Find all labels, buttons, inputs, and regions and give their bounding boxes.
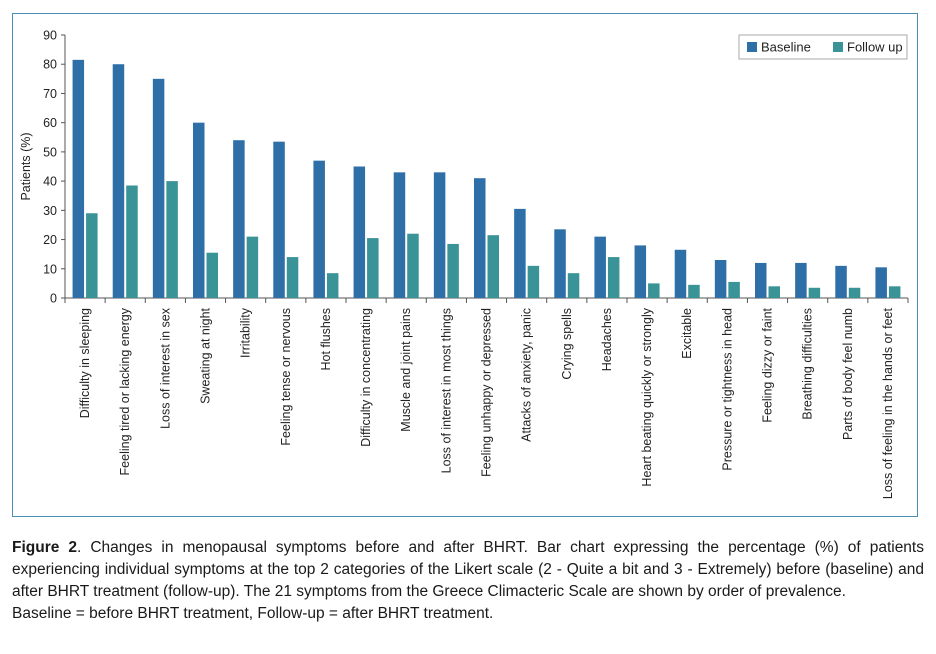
y-tick-label: 20	[43, 233, 57, 247]
follow-up-bar	[607, 257, 620, 298]
x-category-label: Hot flushes	[319, 308, 333, 371]
follow-up-bar	[126, 185, 138, 298]
y-tick-label: 0	[50, 292, 57, 306]
y-tick-label: 90	[43, 29, 57, 43]
y-tick-label: 70	[43, 87, 57, 101]
figure-caption: Figure 2. Changes in menopausal symptoms…	[12, 537, 924, 625]
follow-up-bar	[326, 273, 339, 298]
baseline-bar	[152, 78, 165, 298]
x-category-label: Feeling unhappy or depressed	[480, 308, 494, 477]
caption-text: . Changes in menopausal symptoms before …	[12, 539, 924, 600]
x-category-label: Headaches	[600, 308, 614, 371]
x-category-label: Difficulty in concentrating	[359, 308, 373, 447]
baseline-bar	[433, 172, 446, 298]
y-axis-title: Patients (%)	[19, 132, 33, 200]
baseline-bar	[393, 172, 406, 298]
follow-up-bar	[367, 238, 379, 298]
baseline-bar	[233, 140, 245, 298]
baseline-bar	[594, 236, 606, 298]
follow-up-bar	[768, 286, 780, 298]
follow-up-bar	[166, 181, 178, 298]
x-category-label: Loss of feeling in the hands or feet	[881, 307, 895, 499]
baseline-bar	[514, 208, 526, 298]
follow-up-bar	[246, 236, 259, 298]
baseline-bar	[112, 64, 125, 298]
baseline-bar	[875, 267, 887, 298]
x-category-label: Feeling tired or lacking energy	[118, 307, 132, 475]
legend-label-baseline: Baseline	[761, 40, 811, 55]
caption-note: Baseline = before BHRT treatment, Follow…	[12, 605, 494, 622]
follow-up-bar	[888, 286, 901, 298]
x-category-label: Feeling tense or nervous	[279, 308, 293, 446]
follow-up-bar	[286, 257, 299, 298]
baseline-bar	[714, 260, 727, 298]
x-category-label: Difficulty in sleeping	[78, 308, 92, 418]
y-tick-label: 40	[43, 175, 57, 189]
y-tick-label: 80	[43, 58, 57, 72]
baseline-bar	[755, 262, 767, 298]
follow-up-bar	[206, 252, 218, 298]
follow-up-bar	[688, 284, 700, 298]
x-category-label: Muscle and joint pains	[399, 308, 413, 432]
baseline-bar	[554, 229, 566, 298]
x-category-label: Parts of body feel numb	[841, 308, 855, 440]
baseline-bar	[313, 160, 325, 298]
follow-up-bar	[648, 283, 660, 298]
x-category-label: Irritability	[239, 307, 253, 358]
baseline-bar	[353, 166, 366, 298]
follow-up-bar	[447, 243, 459, 298]
follow-up-bar	[86, 213, 98, 298]
x-category-label: Pressure or tightness in head	[720, 308, 734, 471]
baseline-bar	[634, 245, 647, 298]
legend-label-follow-up: Follow up	[847, 40, 903, 55]
x-category-label: Excitable	[680, 308, 694, 359]
y-tick-label: 50	[43, 145, 57, 159]
legend-box	[738, 34, 908, 60]
baseline-bar	[273, 141, 285, 298]
x-category-label: Heart beating quickly or strongly	[640, 307, 654, 486]
caption-paragraph: Figure 2. Changes in menopausal symptoms…	[12, 537, 924, 603]
legend-swatch-baseline	[747, 42, 757, 52]
follow-up-bar	[728, 281, 740, 298]
y-tick-label: 30	[43, 204, 57, 218]
y-tick-label: 10	[43, 262, 57, 276]
figure-label: Figure 2	[12, 539, 77, 556]
baseline-bar	[674, 249, 687, 298]
y-tick-label: 60	[43, 116, 57, 130]
x-category-label: Crying spells	[560, 308, 574, 380]
baseline-bar	[72, 59, 85, 298]
x-category-label: Sweating at night	[199, 307, 213, 403]
baseline-bar	[193, 122, 205, 299]
x-category-label: Attacks of anxiety, panic	[520, 308, 534, 442]
x-category-label: Loss of interest in sex	[158, 307, 172, 429]
x-category-label: Feeling dizzy or faint	[761, 307, 775, 422]
follow-up-bar	[527, 265, 540, 298]
follow-up-bar	[487, 235, 499, 298]
follow-up-bar	[848, 287, 861, 298]
bar-chart: 0 10 20 30 40 50 60 70 80 90 Patients (%) Difficult…	[19, 29, 909, 499]
baseline-bar	[795, 262, 807, 298]
legend-swatch-follow-up	[833, 42, 843, 52]
x-category-label: Loss of interest in most things	[439, 308, 453, 473]
x-category-label: Breathing difficulties	[801, 308, 815, 420]
follow-up-bar	[808, 287, 821, 298]
follow-up-bar	[567, 273, 580, 298]
baseline-bar	[835, 265, 847, 298]
baseline-bar	[474, 178, 486, 298]
follow-up-bar	[407, 233, 419, 298]
